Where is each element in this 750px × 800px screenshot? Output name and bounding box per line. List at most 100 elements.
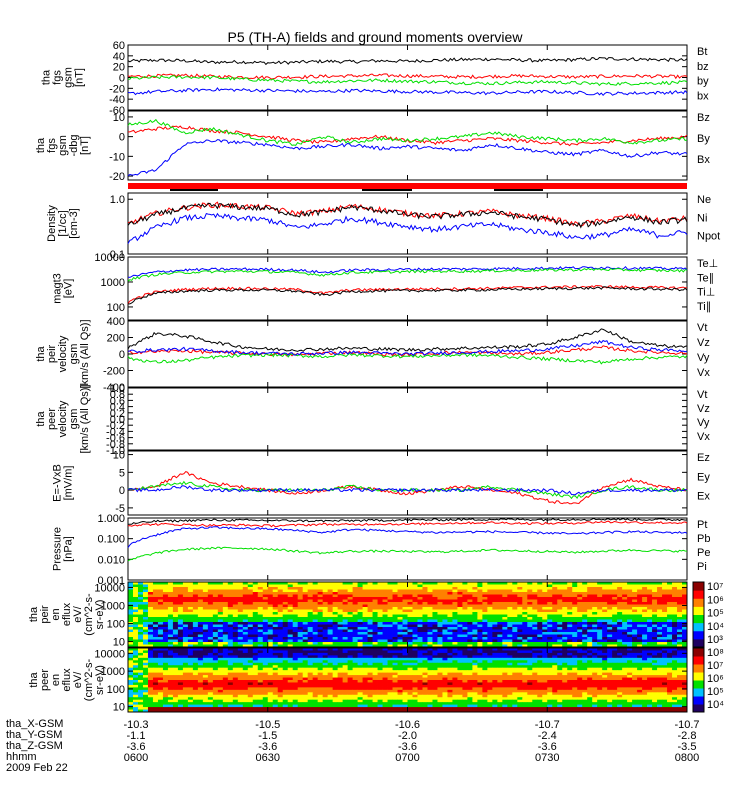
- series-Ex: [127, 485, 688, 496]
- y-label-line: velocity: [57, 335, 69, 372]
- y-label-line: en: [50, 674, 62, 686]
- y-label-line: fgs: [46, 138, 58, 153]
- y-label-line: peer: [46, 408, 58, 430]
- x-gsm-value: -10.7: [535, 719, 560, 731]
- y-label-line: gsm: [68, 409, 80, 430]
- series-Pb: [127, 520, 688, 528]
- series-by: [127, 75, 688, 87]
- y-tick-label: 100: [107, 619, 125, 631]
- y-tick-label: 0.1: [110, 249, 125, 261]
- x-row-label-z-gsm: tha_Z-GSM: [6, 740, 63, 752]
- y-label-line: tha: [28, 671, 40, 687]
- series-Pt: [128, 517, 688, 525]
- colorbar-tick-label: 10⁴: [707, 699, 724, 711]
- colorbar-tick-label: 10⁷: [707, 660, 723, 672]
- y-tick-label: 0.4: [110, 402, 125, 414]
- y-tick-label: 0.8: [110, 389, 125, 401]
- panel-tha_peer_velocity_gsm: 1.00.80.60.40.20.0-0.2-0.4-0.6-0.8-1.0 th…: [35, 383, 710, 457]
- y-axis-label-pressure: Pressure [nPa]: [52, 527, 75, 571]
- x-row-label-x-gsm: tha_X-GSM: [6, 718, 64, 730]
- y-label-line: eflux: [61, 602, 73, 626]
- y-label-line: eflux: [61, 668, 73, 692]
- y-label-line: [nT]: [74, 68, 86, 87]
- y-label-line: Pressure: [52, 527, 64, 571]
- y-tick-label: 0.010: [97, 554, 125, 566]
- y-tick-label: -0.2: [106, 420, 125, 432]
- panel-tha_fgs_gsm_dbg: 10 0 -10 -20 tha fgs gsm -dbg [nT] Bz By Bx: [35, 110, 710, 183]
- legend-Ez: Ez: [697, 452, 710, 464]
- series-Bx: [127, 139, 688, 177]
- legend-Ex: Ex: [697, 491, 710, 503]
- y-axis-label-tha_peir_en_eflux: tha peir en eflux eV/(cm^2-s-sr-eV): [28, 593, 106, 636]
- y-gsm-value: -2.4: [538, 730, 557, 742]
- series-Ni: [127, 202, 688, 229]
- y-gsm-value: -2.8: [678, 730, 697, 742]
- y-tick-label: 0: [119, 349, 125, 361]
- y-label-line: (cm^2-s-: [83, 593, 95, 636]
- y-label-line: tha: [28, 606, 40, 622]
- y-label-line: sr-eV): [94, 600, 106, 630]
- legend-by: by: [697, 76, 709, 88]
- legend-Vz: Vz: [697, 337, 710, 349]
- hhmm-value: 0630: [256, 752, 280, 764]
- y-gsm-value: -1.1: [127, 730, 146, 742]
- legend-Ni: Ni: [697, 212, 707, 224]
- colorbar-tick-label: 10⁶: [707, 673, 724, 685]
- y-label-line: fgs: [52, 70, 64, 85]
- series-Bz: [128, 125, 688, 147]
- y-tick-label: 0: [119, 132, 125, 144]
- legend-Pt: Pt: [697, 519, 707, 531]
- series-Te∥: [128, 286, 688, 305]
- y-label-line: tha: [35, 345, 47, 361]
- y-label-line: [mV/m]: [63, 466, 75, 501]
- y-tick-label: 400: [107, 316, 125, 328]
- y-label-line: en: [50, 608, 62, 620]
- y-tick-label: 10: [113, 702, 125, 714]
- legend-Ne: Ne: [697, 194, 711, 206]
- y-axis-label-magt3: magt3 [eV]: [52, 273, 75, 304]
- y-label-line: [nT]: [79, 136, 91, 155]
- colorbar-tick-label: 10⁵: [707, 686, 724, 698]
- z-gsm-value: -3.5: [678, 741, 697, 753]
- series-Vy: [127, 352, 688, 365]
- y-tick-label: 0.0: [110, 414, 125, 426]
- colorbar-tick-label: 10⁵: [707, 608, 724, 620]
- y-label-line: [eV]: [63, 279, 75, 299]
- z-gsm-value: -3.6: [127, 741, 146, 753]
- legend-Te∥: Te∥: [697, 272, 714, 284]
- colorbar-tick-label: 10⁶: [707, 594, 724, 606]
- legend-Vy: Vy: [697, 417, 710, 429]
- legend-Npot: Npot: [697, 231, 720, 243]
- y-tick-label: -0.4: [106, 426, 125, 438]
- x-gsm-value: -10.5: [255, 719, 280, 731]
- y-tick-label: 10: [113, 112, 125, 124]
- y-tick-label: 1.0: [110, 194, 125, 206]
- legend-bx: bx: [697, 90, 709, 102]
- figure-title: P5 (TH-A) fields and ground moments over…: [227, 29, 523, 45]
- legend-Vx: Vx: [697, 367, 710, 379]
- legend-Ey: Ey: [697, 471, 710, 483]
- y-gsm-value: -2.0: [398, 730, 417, 742]
- y-label-line: peer: [39, 669, 51, 691]
- series-bz: [127, 73, 688, 80]
- series-Ti⊥: [127, 265, 688, 278]
- y-label-line: eV/: [72, 605, 84, 622]
- legend-bz: bz: [697, 61, 709, 73]
- legend-Bt: Bt: [697, 46, 707, 58]
- y-label-line: peir: [46, 344, 58, 363]
- mode-bar: [128, 183, 687, 189]
- y-label-line: eV/: [72, 671, 84, 688]
- y-label-line: [cm-3]: [68, 208, 80, 239]
- hhmm-value: 0730: [535, 752, 559, 764]
- y-axis-label-tha_fgs_gsm_dbg: tha fgs gsm -dbg [nT]: [35, 134, 91, 156]
- y-label-line: E=-VxB: [52, 464, 64, 502]
- y-label-line: gsm: [63, 67, 75, 88]
- legend-Ti∥: Ti∥: [697, 301, 711, 313]
- y-axis-label-tha_peir_velocity_gsm: tha peir velocity gsm [km/s (All Qs)]: [35, 319, 91, 388]
- y-label-line: velocity: [57, 400, 69, 437]
- y-label-line: tha: [35, 410, 47, 426]
- y-label-line: tha: [35, 137, 47, 153]
